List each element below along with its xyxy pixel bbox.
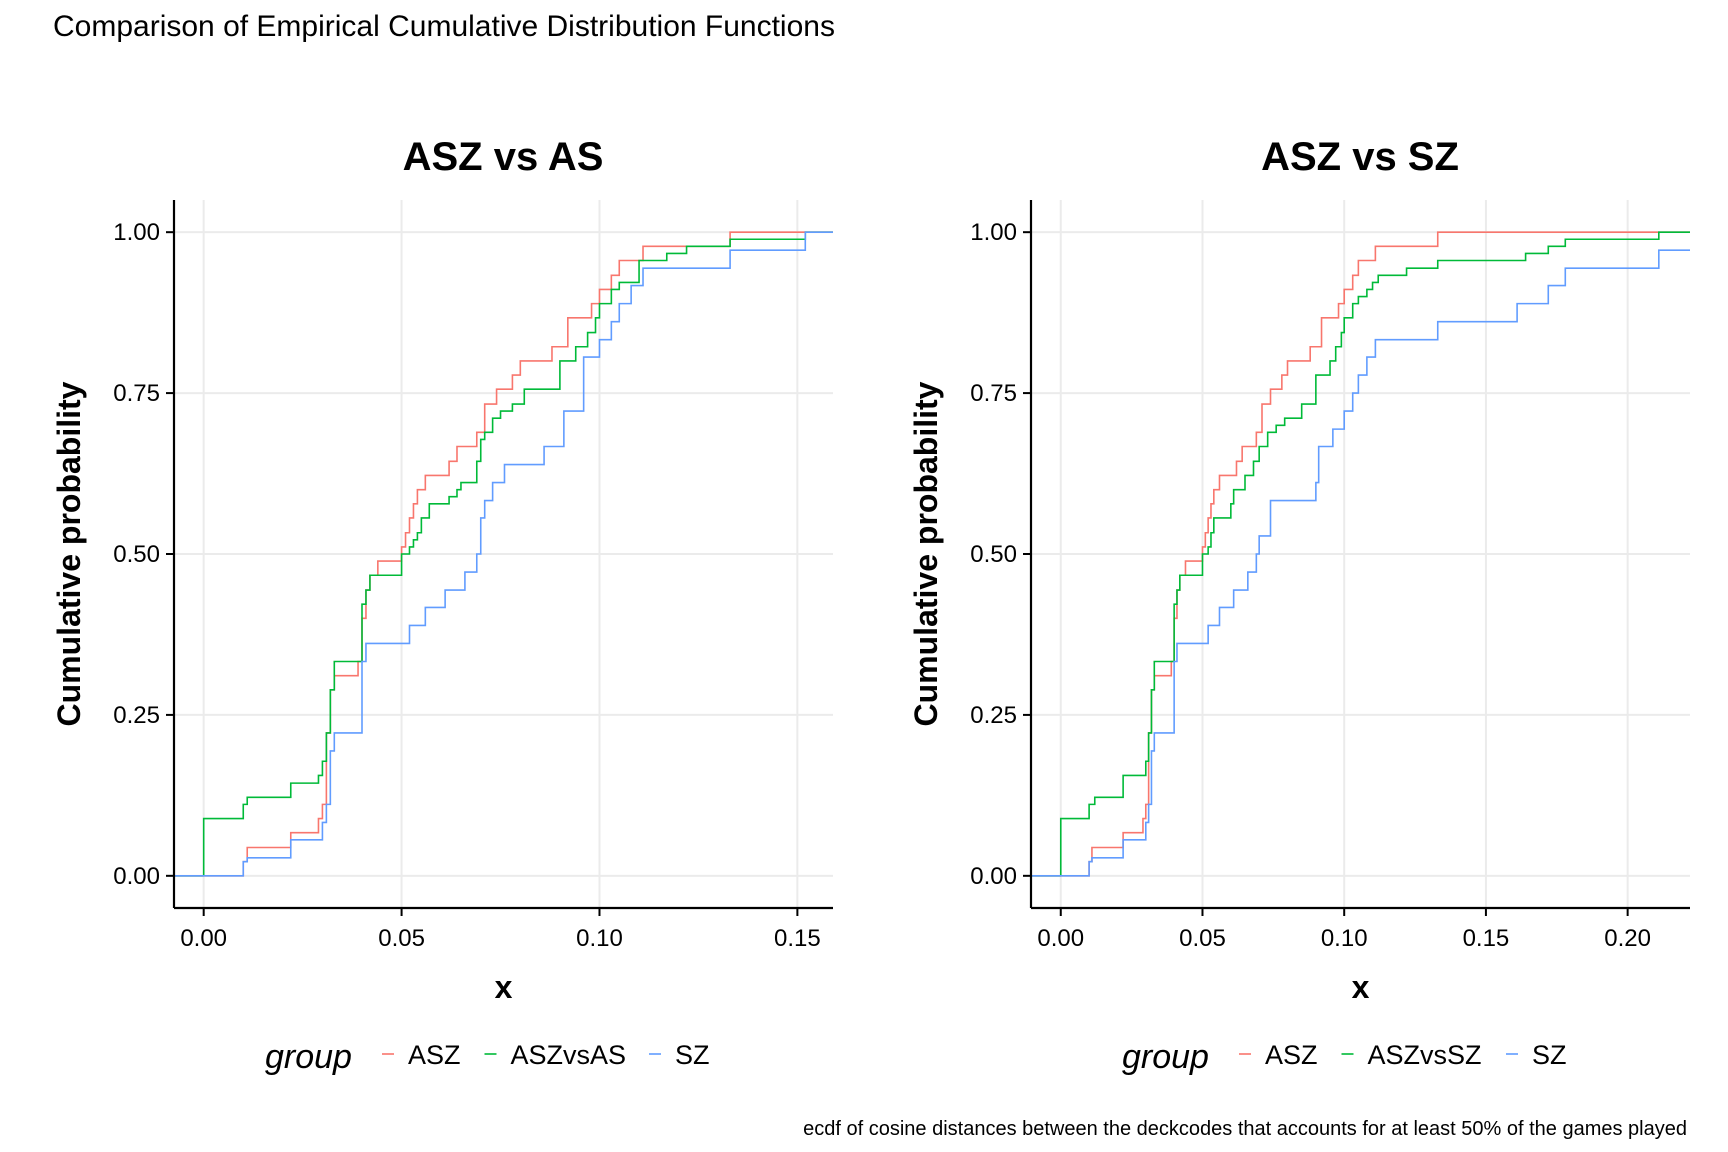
legend: group ASZ ASZvsAS SZ bbox=[265, 1038, 710, 1076]
y-tick-label: 1.00 bbox=[970, 219, 1017, 246]
figure-title: Comparison of Empirical Cumulative Distr… bbox=[53, 10, 835, 43]
series-line-asz bbox=[1031, 231, 1690, 877]
x-axis-label: x bbox=[495, 969, 513, 1005]
x-tick-label: 0.10 bbox=[1321, 925, 1368, 952]
figure-caption: ecdf of cosine distances between the dec… bbox=[803, 1118, 1687, 1140]
x-tick-label: 0.15 bbox=[774, 925, 821, 952]
x-tick-label: 0.05 bbox=[1179, 925, 1226, 952]
legend: group ASZ ASZvsSZ SZ bbox=[1122, 1038, 1567, 1076]
panel-asz-vs-as: 0.00 0.25 0.50 0.75 1.00 0.00 0.05 0.10 0.15 ASZ … bbox=[51, 135, 833, 1076]
legend-label-asz: ASZ bbox=[408, 1040, 461, 1070]
y-tick-label: 0.75 bbox=[970, 380, 1017, 407]
legend-label-asz: ASZ bbox=[1265, 1040, 1318, 1070]
x-tick-label: 0.15 bbox=[1463, 925, 1510, 952]
series-line-aszvsas bbox=[174, 231, 833, 877]
legend-title: group bbox=[265, 1038, 352, 1076]
x-tick-label: 0.00 bbox=[180, 925, 227, 952]
y-tick-label: 0.25 bbox=[113, 702, 160, 729]
x-tick-label: 0.05 bbox=[378, 925, 425, 952]
panel-title: ASZ vs SZ bbox=[1261, 135, 1459, 179]
legend-label-aszvsas: ASZvsAS bbox=[511, 1040, 627, 1070]
y-tick-label: 0.50 bbox=[970, 541, 1017, 568]
x-tick-label: 0.00 bbox=[1037, 925, 1084, 952]
series-line-sz bbox=[174, 231, 833, 877]
panel-asz-vs-sz: 0.00 0.25 0.50 0.75 1.00 0.00 0.05 0.10 0.15 0.20… bbox=[908, 135, 1690, 1076]
panel-title: ASZ vs AS bbox=[403, 135, 604, 179]
y-tick-label: 0.50 bbox=[113, 541, 160, 568]
legend-label-sz: SZ bbox=[675, 1040, 710, 1070]
x-tick-label: 0.20 bbox=[1604, 925, 1651, 952]
x-axis-label: x bbox=[1352, 969, 1370, 1005]
legend-label-aszvssz: ASZvsSZ bbox=[1368, 1040, 1482, 1070]
y-axis-label: Cumulative probability bbox=[908, 381, 944, 726]
legend-label-sz: SZ bbox=[1532, 1040, 1567, 1070]
y-tick-label: 0.75 bbox=[113, 380, 160, 407]
y-tick-label: 0.00 bbox=[113, 863, 160, 890]
x-tick-label: 0.10 bbox=[576, 925, 623, 952]
series-line-aszvssz bbox=[1031, 231, 1690, 877]
legend-title: group bbox=[1122, 1038, 1209, 1076]
y-axis-label: Cumulative probability bbox=[51, 381, 87, 726]
series-line-asz bbox=[174, 231, 833, 877]
series-line-sz bbox=[1031, 249, 1690, 877]
y-tick-label: 0.25 bbox=[970, 702, 1017, 729]
y-tick-label: 1.00 bbox=[113, 219, 160, 246]
y-tick-label: 0.00 bbox=[970, 863, 1017, 890]
